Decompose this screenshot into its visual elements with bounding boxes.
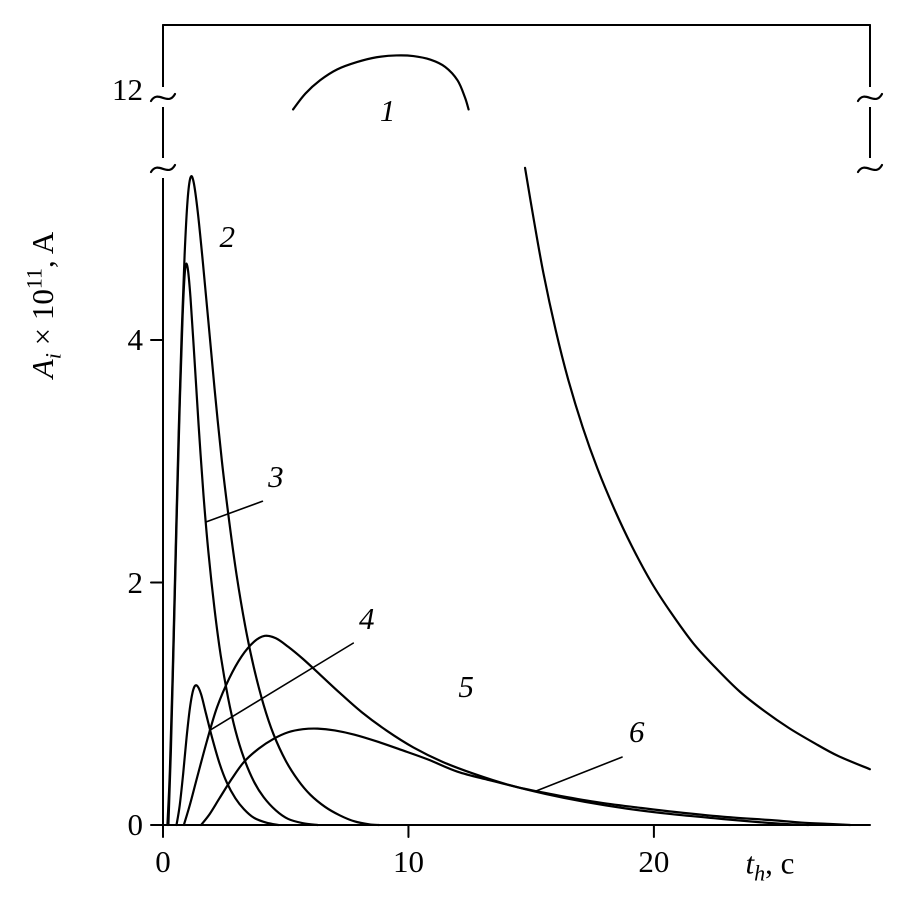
- axis-break-tilde-icon: [149, 92, 177, 103]
- y-tick-label-12: 12: [112, 72, 143, 107]
- curve-5: [182, 634, 810, 827]
- y-axis-label-subscript: i: [40, 353, 66, 360]
- y-axis-label-exponent: 11: [21, 267, 47, 290]
- x-tick-label-20: 20: [638, 844, 670, 879]
- curve-1-tail: [523, 166, 871, 771]
- x-axis-label-units: , c: [765, 845, 795, 881]
- x-axis-label-subscript: h: [754, 860, 766, 886]
- y-axis-label-multiplier: × 10: [25, 289, 61, 354]
- curve-label-4: 4: [358, 600, 375, 636]
- axis-break-tilde-icon: [149, 163, 177, 174]
- curve-label-5: 5: [458, 668, 474, 704]
- y-axis-label-symbol: A: [25, 359, 61, 379]
- curve-3: [167, 262, 319, 827]
- y-tick-label-4: 4: [127, 322, 144, 357]
- curve-label-1: 1: [379, 92, 396, 128]
- leader-line-6: [535, 756, 623, 792]
- y-tick-label-2: 2: [127, 564, 144, 600]
- curve-2: [166, 175, 381, 827]
- curve-label-3: 3: [268, 459, 284, 494]
- curve-4: [175, 684, 280, 827]
- y-axis-label-units: , A: [25, 231, 61, 268]
- x-axis-label: th, c: [746, 845, 795, 886]
- x-tick-label-0: 0: [155, 844, 171, 879]
- axis-break-tilde-icon: [856, 92, 884, 103]
- leader-line-3: [205, 500, 264, 523]
- curve-1-top: [291, 54, 470, 111]
- y-tick-label-0: 0: [127, 807, 144, 842]
- axis-break-tilde-icon: [856, 163, 884, 174]
- curve-6: [199, 727, 852, 827]
- leader-line-4: [208, 642, 355, 732]
- y-axis-label: Ai × 1011, A: [22, 232, 67, 378]
- x-tick-label-10: 10: [392, 844, 424, 879]
- x-axis-label-symbol: t: [745, 845, 755, 881]
- curve-label-2: 2: [219, 218, 236, 254]
- curve-label-6: 6: [628, 713, 645, 749]
